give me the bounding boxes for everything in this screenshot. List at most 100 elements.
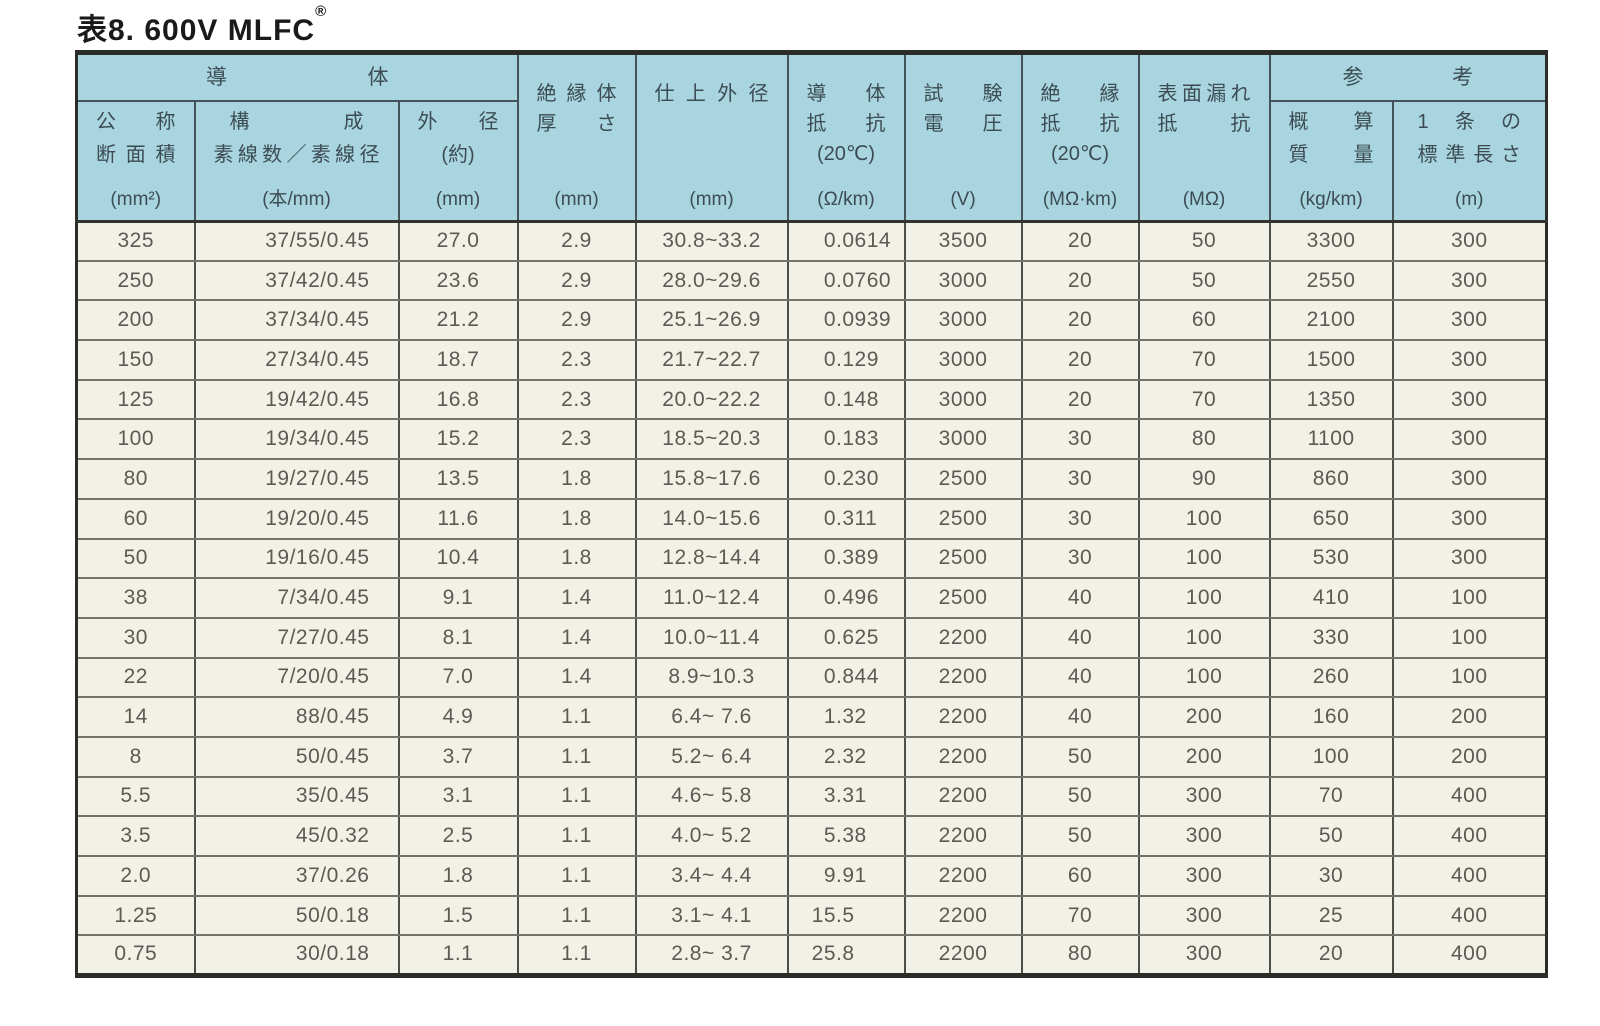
cell-finished-outer-diameter: 25.1~26.9	[634, 299, 789, 342]
cell-conductor-resistance: 0.0614	[786, 220, 906, 262]
cell-composition: 19/42/0.45	[193, 378, 400, 421]
cell-conductor-outer-diameter: 2.5	[397, 815, 519, 857]
cell-surface-leakage-resistance: 300	[1137, 934, 1271, 977]
cell-nominal-cross-section: 30	[75, 616, 196, 659]
cell-insulation-thickness: 2.9	[516, 259, 637, 302]
cell-standard-length-per-piece: 100	[1391, 656, 1548, 699]
cell-conductor-outer-diameter: 18.7	[397, 339, 519, 381]
cell-nominal-cross-section: 125	[75, 378, 196, 421]
cell-insulation-thickness: 1.4	[516, 577, 637, 619]
cell-composition: 50/0.18	[193, 894, 400, 937]
cell-insulation-resistance: 20	[1020, 299, 1140, 342]
col-header-composition: 構成 素線数／素線径 (本/mm)	[193, 100, 400, 223]
cell-insulation-resistance: 50	[1020, 735, 1140, 778]
cell-test-voltage: 2200	[903, 735, 1023, 778]
cell-standard-length-per-piece: 300	[1391, 259, 1548, 302]
cell-insulation-resistance: 70	[1020, 894, 1140, 937]
cell-approximate-mass: 50	[1268, 815, 1394, 857]
cell-conductor-resistance: 15.5	[786, 894, 906, 937]
spec-table-wrapper: 導体 絶縁体 厚さ (mm) 仕上外径 (mm)	[75, 50, 1549, 978]
cell-insulation-thickness: 2.9	[516, 220, 637, 262]
cell-composition: 19/27/0.45	[193, 458, 400, 500]
cell-surface-leakage-resistance: 70	[1137, 378, 1271, 421]
cell-finished-outer-diameter: 21.7~22.7	[634, 339, 789, 381]
table-row: 14 88/0.45 4.9 1.1 6.4~ 7.6 1.32 2200 40 200 160 2…	[75, 696, 1548, 738]
col-unit-insulation-thickness: (mm)	[554, 188, 599, 210]
cell-conductor-outer-diameter: 7.0	[397, 656, 519, 699]
cell-test-voltage: 2500	[903, 537, 1023, 580]
cell-finished-outer-diameter: 20.0~22.2	[634, 378, 789, 421]
cell-insulation-resistance: 40	[1020, 656, 1140, 699]
cell-surface-leakage-resistance: 100	[1137, 616, 1271, 659]
cell-finished-outer-diameter: 18.5~20.3	[634, 418, 789, 461]
col-header-conductor-resistance: 導体 抵抗 (20℃) (Ω/km)	[786, 51, 906, 223]
cell-test-voltage: 2500	[903, 458, 1023, 500]
table-row: 3.5 45/0.32 2.5 1.1 4.0~ 5.2 5.38 2200 50 300 50 4…	[75, 815, 1548, 857]
col-unit-conductor-resistance: (Ω/km)	[817, 188, 875, 210]
table-row: 325 37/55/0.45 27.0 2.9 30.8~33.2 0.0614 3500 2…	[75, 220, 1548, 262]
cell-finished-outer-diameter: 5.2~ 6.4	[634, 735, 789, 778]
col-unit-composition: (本/mm)	[262, 188, 331, 210]
col-header-surface-leakage-resistance: 表面漏れ 抵抗 (MΩ)	[1137, 51, 1271, 223]
cell-nominal-cross-section: 250	[75, 259, 196, 302]
cell-standard-length-per-piece: 200	[1391, 735, 1548, 778]
col-header-conductor-outer-diameter: 外径 (約) (mm)	[397, 100, 519, 223]
cell-nominal-cross-section: 22	[75, 656, 196, 699]
table-row: 1.25 50/0.18 1.5 1.1 3.1~ 4.1 15.5 2200 70 300 25…	[75, 894, 1548, 937]
cell-conductor-outer-diameter: 15.2	[397, 418, 519, 461]
cell-conductor-resistance: 0.0939	[786, 299, 906, 342]
cell-test-voltage: 2500	[903, 497, 1023, 540]
cell-insulation-resistance: 20	[1020, 259, 1140, 302]
cell-insulation-resistance: 60	[1020, 855, 1140, 897]
col-header-standard-length: 1条の 標準長さ (m)	[1391, 100, 1548, 223]
cell-composition: 19/16/0.45	[193, 537, 400, 580]
cell-insulation-thickness: 1.1	[516, 696, 637, 738]
cell-insulation-resistance: 20	[1020, 220, 1140, 262]
cell-insulation-thickness: 1.1	[516, 775, 637, 818]
cell-surface-leakage-resistance: 300	[1137, 775, 1271, 818]
cell-finished-outer-diameter: 14.0~15.6	[634, 497, 789, 540]
cell-composition: 7/27/0.45	[193, 616, 400, 659]
col-unit-finished-outer-diameter: (mm)	[689, 188, 734, 210]
cell-standard-length-per-piece: 400	[1391, 894, 1548, 937]
cell-composition: 19/34/0.45	[193, 418, 400, 461]
table-row: 150 27/34/0.45 18.7 2.3 21.7~22.7 0.129 3000 20…	[75, 339, 1548, 381]
cell-finished-outer-diameter: 2.8~ 3.7	[634, 934, 789, 977]
cell-surface-leakage-resistance: 100	[1137, 656, 1271, 699]
cell-finished-outer-diameter: 15.8~17.6	[634, 458, 789, 500]
cell-standard-length-per-piece: 300	[1391, 378, 1548, 421]
cell-nominal-cross-section: 200	[75, 299, 196, 342]
cell-composition: 37/42/0.45	[193, 259, 400, 302]
group-header-reference: 参考	[1268, 51, 1548, 102]
cell-test-voltage: 2200	[903, 815, 1023, 857]
cell-insulation-thickness: 2.3	[516, 418, 637, 461]
cell-insulation-resistance: 50	[1020, 775, 1140, 818]
cell-conductor-outer-diameter: 11.6	[397, 497, 519, 540]
col-unit-surface-leakage-resistance: (MΩ)	[1182, 188, 1226, 210]
cell-approximate-mass: 100	[1268, 735, 1394, 778]
cell-nominal-cross-section: 1.25	[75, 894, 196, 937]
cell-surface-leakage-resistance: 200	[1137, 735, 1271, 778]
cell-approximate-mass: 650	[1268, 497, 1394, 540]
cell-test-voltage: 2200	[903, 775, 1023, 818]
cell-conductor-resistance: 0.389	[786, 537, 906, 580]
cell-approximate-mass: 30	[1268, 855, 1394, 897]
cell-conductor-resistance: 0.311	[786, 497, 906, 540]
cell-finished-outer-diameter: 6.4~ 7.6	[634, 696, 789, 738]
cell-conductor-outer-diameter: 16.8	[397, 378, 519, 421]
cell-conductor-outer-diameter: 1.8	[397, 855, 519, 897]
cell-conductor-outer-diameter: 10.4	[397, 537, 519, 580]
cell-insulation-resistance: 30	[1020, 497, 1140, 540]
cell-test-voltage: 3000	[903, 299, 1023, 342]
cell-approximate-mass: 1100	[1268, 418, 1394, 461]
cell-finished-outer-diameter: 30.8~33.2	[634, 220, 789, 262]
cell-surface-leakage-resistance: 100	[1137, 497, 1271, 540]
cell-conductor-resistance: 0.230	[786, 458, 906, 500]
cell-standard-length-per-piece: 300	[1391, 339, 1548, 381]
cell-composition: 30/0.18	[193, 934, 400, 977]
cell-approximate-mass: 3300	[1268, 220, 1394, 262]
cell-approximate-mass: 330	[1268, 616, 1394, 659]
cell-insulation-thickness: 2.3	[516, 378, 637, 421]
cell-test-voltage: 2200	[903, 894, 1023, 937]
cell-standard-length-per-piece: 400	[1391, 775, 1548, 818]
